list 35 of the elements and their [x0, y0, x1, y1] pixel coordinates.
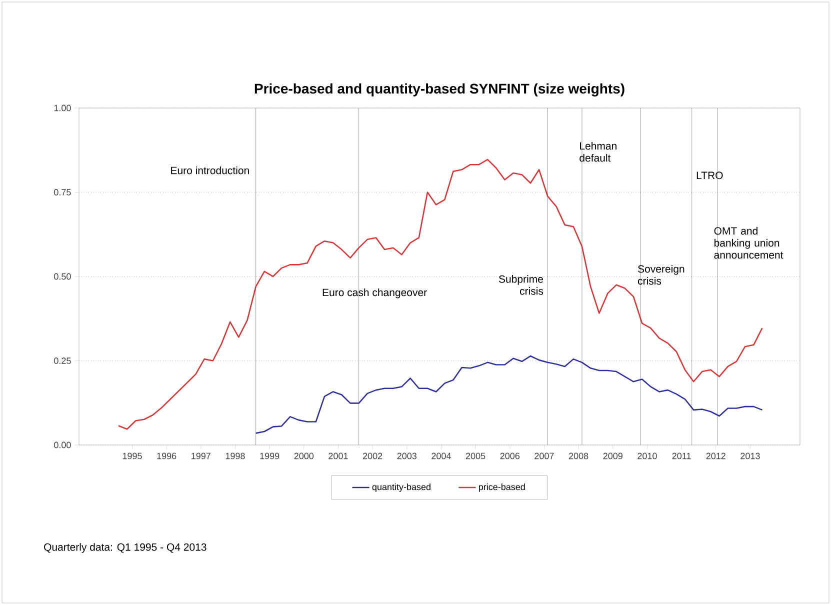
ref-line-label: Sovereign crisis — [638, 264, 684, 285]
x-tick-label: 1997 — [192, 452, 210, 460]
legend-label: quantity-based — [372, 484, 430, 492]
x-tick-label: 2011 — [672, 452, 691, 460]
x-tick-label: 1998 — [226, 452, 245, 460]
ref-line-label: LTRO — [696, 172, 723, 180]
x-tick-label: 2009 — [603, 452, 622, 460]
y-tick-label: 1.00 — [54, 104, 71, 112]
y-tick-label: 0.00 — [54, 442, 71, 448]
x-tick-label: 2001 — [328, 452, 348, 460]
ref-line-label: Lehman default — [580, 142, 616, 162]
ref-line-label: Subprime crisis — [498, 275, 544, 295]
ref-line-label: OMT and banking union announcement — [714, 226, 784, 259]
y-tick-label: 0.75 — [54, 189, 71, 196]
x-tick-label: 2006 — [500, 452, 520, 460]
x-tick-label: 2012 — [706, 452, 726, 460]
x-tick-label: 2003 — [397, 452, 416, 460]
legend-label: price-based — [478, 484, 525, 492]
x-tick-label: 2010 — [638, 452, 657, 460]
y-tick-label: 0.50 — [54, 273, 71, 280]
x-tick-label: 1996 — [157, 452, 176, 460]
x-tick-label: 2007 — [534, 452, 554, 460]
x-tick-label: 2002 — [362, 452, 382, 460]
x-tick-label: 2000 — [294, 452, 314, 460]
x-tick-label: 1999 — [260, 452, 280, 460]
ref-line-label: Euro cash changeover — [322, 288, 427, 298]
x-tick-label: 2005 — [466, 452, 486, 460]
x-tick-label: 2004 — [432, 452, 451, 460]
chart-title: Price-based and quantity-based SYNFINT (size weights) — [254, 83, 624, 96]
x-tick-label: 2013 — [740, 452, 760, 460]
x-tick-label: 1995 — [122, 452, 142, 460]
ref-line-label: Euro introduction — [171, 166, 249, 174]
y-tick-label: 0.25 — [54, 358, 71, 364]
text: Quarterly data: Q1 1995 - Q4 2013 — [44, 543, 206, 553]
x-tick-label: 2008 — [568, 452, 588, 460]
